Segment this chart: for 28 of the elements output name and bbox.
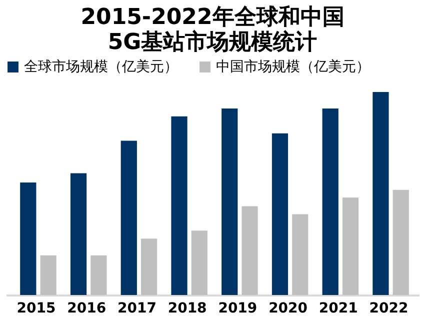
bar <box>191 230 208 295</box>
bar <box>342 198 359 295</box>
bar <box>171 116 188 295</box>
bar <box>40 255 56 295</box>
x-tick-label: 2018 <box>168 300 207 316</box>
chart-title: 2015-2022年全球和中国 <box>80 5 344 30</box>
legend-label: 中国市场规模（亿美元） <box>216 59 370 75</box>
x-tick-label: 2016 <box>67 300 106 316</box>
bar <box>90 255 107 295</box>
bar <box>242 206 258 295</box>
x-tick-label: 2019 <box>218 300 258 316</box>
bar <box>272 133 288 295</box>
x-tick-label: 2022 <box>369 300 408 316</box>
bar <box>70 173 87 295</box>
bar <box>120 140 137 295</box>
bar <box>372 92 389 295</box>
bar <box>392 190 409 295</box>
x-tick-label: 2015 <box>16 300 56 316</box>
chart-subtitle: 5G基站市场规模统计 <box>108 29 318 55</box>
bar <box>20 182 36 295</box>
x-tick-label: 2017 <box>117 300 156 316</box>
bar <box>292 214 308 295</box>
legend-label: 全球市场规模（亿美元） <box>24 59 178 75</box>
x-tick-label: 2020 <box>268 300 308 316</box>
x-tick-label: 2021 <box>318 300 358 316</box>
bar <box>140 238 158 295</box>
bar <box>222 108 238 295</box>
bar <box>322 108 338 295</box>
